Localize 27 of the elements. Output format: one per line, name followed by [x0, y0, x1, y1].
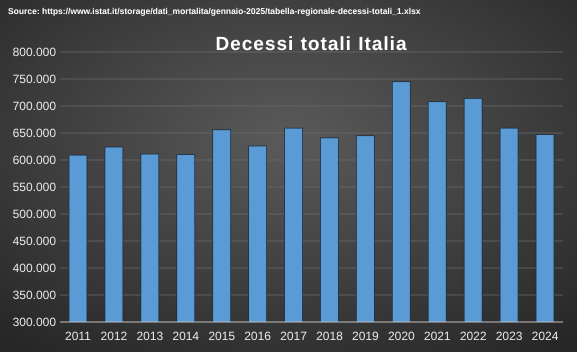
x-tick-label: 2012	[100, 329, 128, 343]
y-tick-label: 700.000	[12, 99, 56, 114]
x-tick-label: 2020	[388, 329, 415, 343]
y-tick-label: 400.000	[12, 261, 56, 276]
y-tick-label: 300.000	[12, 315, 56, 330]
y-tick-label: 650.000	[12, 126, 56, 140]
x-tick-label: 2021	[424, 329, 451, 343]
x-tick-label: 2016	[244, 329, 272, 343]
x-tick-label: 2014	[172, 329, 200, 343]
x-tick-label: 2011	[65, 329, 92, 343]
y-tick-label: 750.000	[12, 72, 56, 86]
y-tick-label: 500.000	[12, 207, 56, 222]
y-tick-label: 550.000	[12, 180, 56, 194]
x-tick-label: 2024	[532, 329, 559, 343]
x-tick-label: 2023	[496, 329, 523, 343]
x-tick-label: 2018	[316, 329, 344, 343]
y-tick-label: 800.000	[12, 45, 56, 60]
y-tick-label: 350.000	[12, 288, 56, 302]
x-tick-label: 2015	[208, 329, 236, 343]
y-tick-label: 450.000	[12, 234, 56, 248]
x-tick-label: 2013	[136, 329, 164, 343]
source-note: Source: https://www.istat.it/storage/dati_mortalita/gennaio-2025/tabella-regionale-decessi-totali_1.xlsx	[8, 6, 421, 16]
x-tick-label: 2017	[280, 329, 308, 343]
chart-title: Decessi totali Italia	[215, 34, 408, 55]
x-tick-label: 2022	[460, 329, 487, 343]
y-tick-label: 600.000	[12, 153, 56, 168]
x-tick-label: 2019	[352, 329, 380, 343]
